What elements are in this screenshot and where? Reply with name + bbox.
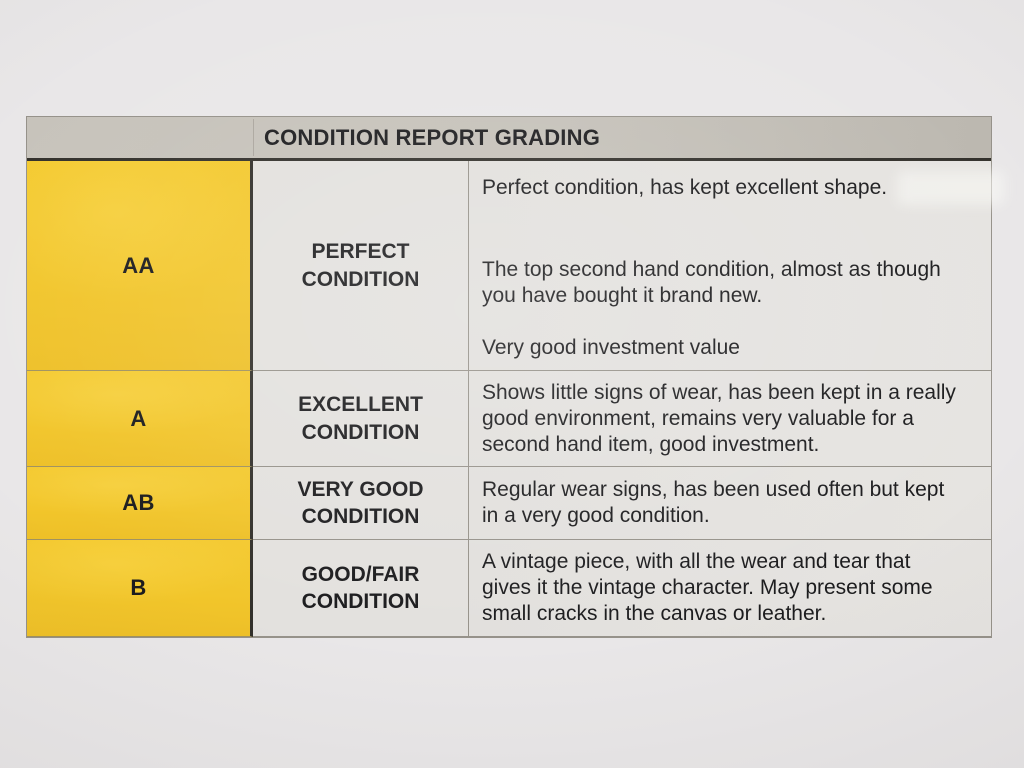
grade-cell-aa: AA [27,161,253,371]
description-paragraph: The top second hand condition, almost as… [482,258,941,307]
condition-cell-ab: VERY GOOD CONDITION [253,467,469,540]
condition-label: EXCELLENT CONDITION [298,393,423,444]
condition-cell-a: EXCELLENT CONDITION [253,371,469,467]
description-cell-b: A vintage piece, with all the wear and t… [469,540,991,637]
description-cell-a: Shows little signs of wear, has been kep… [469,371,991,467]
description-paragraph: Shows little signs of wear, has been kep… [482,380,956,456]
grade-cell-b: B [27,540,253,637]
description-paragraph: A vintage piece, with all the wear and t… [482,550,933,625]
description-paragraph: Perfect condition, has kept excellent sh… [482,176,888,199]
condition-grading-table: CONDITION REPORT GRADING AA PERFECT COND… [26,116,1005,638]
condition-label: VERY GOOD CONDITION [297,477,424,528]
grade-cell-ab: AB [27,467,253,540]
grade-label: A [130,405,147,431]
condition-label: GOOD/FAIR CONDITION [301,562,420,613]
description-cell-aa: Perfect condition, has kept excellent sh… [469,161,991,371]
description-cell-ab: Regular wear signs, has been used often … [469,467,991,540]
condition-label: PERFECT CONDITION [301,240,420,291]
table-header: CONDITION REPORT GRADING [27,117,991,161]
description-paragraph: Very good investment value [482,336,740,359]
grade-label: B [130,575,147,600]
condition-cell-b: GOOD/FAIR CONDITION [253,540,469,637]
grade-cell-a: A [27,371,253,467]
header-column-divider [253,119,254,156]
grade-label: AA [122,252,155,278]
condition-cell-aa: PERFECT CONDITION [253,161,469,371]
table-title: CONDITION REPORT GRADING [264,124,601,150]
grade-label: AB [122,490,155,515]
description-paragraph: Regular wear signs, has been used often … [482,478,945,527]
